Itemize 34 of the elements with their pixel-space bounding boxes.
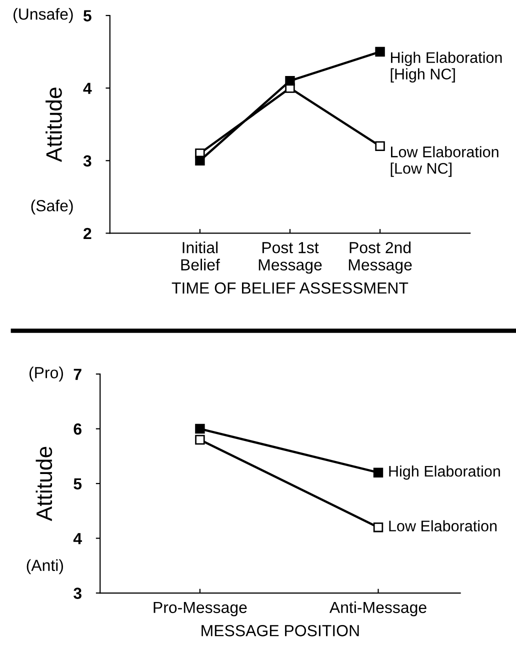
- x-axis-title: TIME OF BELIEF ASSESSMENT: [172, 282, 408, 294]
- x-tick-label: Post 2nd Message: [348, 242, 412, 274]
- series-label: Low Elaboration: [389, 520, 497, 532]
- x-axis-title: MESSAGE POSITION: [202, 625, 359, 636]
- point: [195, 156, 205, 166]
- y-tick-label: 3: [83, 155, 92, 167]
- text: (Unsafe): [14, 8, 73, 23]
- y-axis-title: Attitude: [36, 446, 52, 522]
- series-label: High Elaboration [High NC]: [390, 52, 502, 82]
- x-tick-label: Pro-Message: [154, 602, 247, 616]
- point: [375, 46, 385, 57]
- text: (Safe): [31, 200, 73, 215]
- y-tick-label: 7: [74, 368, 82, 380]
- series-label: High Elaboration: [389, 465, 500, 480]
- y-tick-label: 6: [74, 423, 82, 435]
- series-label: Low Elaboration [Low NC]: [390, 146, 498, 177]
- point: [195, 434, 205, 445]
- point: [373, 522, 384, 532]
- y-tick-label: 4: [73, 533, 82, 544]
- y-tick-label: 5: [74, 478, 82, 490]
- y-tick-label: 4: [83, 82, 92, 94]
- x-tick-label: Anti-Message: [329, 601, 426, 616]
- text: (Pro): [29, 366, 64, 382]
- y-tick-label: 2: [84, 228, 92, 239]
- point: [375, 141, 385, 151]
- x-tick-label: Initial Belief: [181, 242, 220, 270]
- text: (Anti): [26, 559, 64, 574]
- point: [195, 424, 205, 434]
- x-tick-label: Post 1st Message: [258, 242, 322, 274]
- point: [373, 468, 384, 478]
- y-axis-title: Attitude: [46, 88, 62, 162]
- y-tick-label: 5: [83, 10, 92, 22]
- point: [285, 76, 295, 86]
- y-tick-label: 3: [74, 588, 82, 599]
